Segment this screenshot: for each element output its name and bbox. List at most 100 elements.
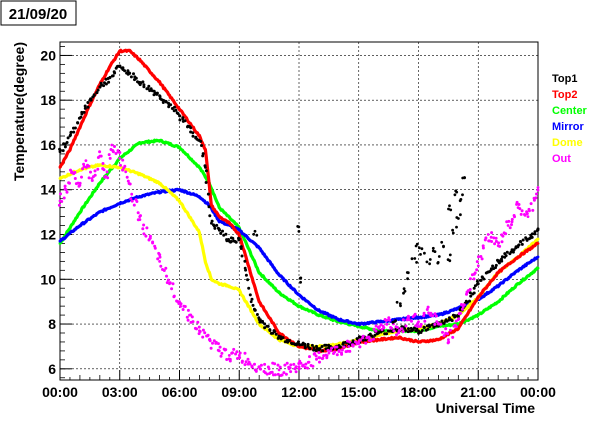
series-center <box>58 138 540 334</box>
data-point <box>130 192 134 196</box>
cluster-point <box>457 217 460 220</box>
data-point <box>496 244 500 248</box>
data-point <box>277 336 281 339</box>
data-point <box>217 215 221 219</box>
data-point <box>58 239 62 243</box>
cluster-point <box>410 257 414 261</box>
cluster-top1 <box>252 176 466 324</box>
cluster-point <box>415 261 418 264</box>
data-point <box>277 291 281 295</box>
data-point <box>312 348 316 352</box>
data-point <box>263 322 267 326</box>
data-point <box>297 304 301 308</box>
data-point <box>78 116 82 120</box>
cluster-point <box>402 291 405 295</box>
data-point <box>99 81 103 85</box>
data-point <box>486 233 490 236</box>
data-point <box>321 356 325 360</box>
data-point <box>238 356 242 360</box>
data-point <box>121 158 125 162</box>
data-point <box>451 335 455 339</box>
data-point <box>297 367 301 371</box>
data-point <box>396 326 399 329</box>
data-point <box>208 338 211 342</box>
data-point <box>247 360 251 364</box>
data-point <box>196 320 200 324</box>
data-point <box>266 324 270 328</box>
data-point <box>93 173 97 177</box>
y-tick-label: 10 <box>40 271 56 287</box>
data-point <box>431 314 435 318</box>
data-point <box>250 297 254 301</box>
data-point <box>385 332 389 336</box>
data-point <box>118 49 122 53</box>
data-point <box>422 314 426 318</box>
data-point <box>158 139 162 142</box>
data-point <box>510 217 514 221</box>
data-point <box>397 336 400 339</box>
data-point <box>289 363 293 367</box>
data-point <box>232 347 236 351</box>
cluster-point <box>252 232 256 236</box>
data-point <box>466 289 470 292</box>
data-point <box>255 313 259 316</box>
data-point <box>454 319 458 323</box>
data-point <box>76 121 80 125</box>
data-point <box>307 360 311 364</box>
cluster-point <box>454 189 458 193</box>
data-point <box>128 71 132 75</box>
data-point <box>181 117 185 121</box>
cluster-point <box>425 260 429 264</box>
data-point <box>516 244 520 248</box>
data-point <box>521 238 525 242</box>
data-point <box>64 188 68 192</box>
data-point <box>277 273 281 277</box>
data-point <box>489 235 493 239</box>
data-point <box>318 360 321 364</box>
cluster-point <box>461 176 465 180</box>
data-point <box>243 266 247 270</box>
data-point <box>415 327 419 331</box>
data-point <box>166 278 170 282</box>
data-point <box>238 351 242 355</box>
data-point <box>178 118 182 122</box>
data-point <box>414 324 418 328</box>
data-point <box>501 234 505 238</box>
data-point <box>164 266 168 270</box>
data-point <box>207 205 211 209</box>
data-point <box>225 358 229 361</box>
data-point <box>280 373 284 377</box>
data-point <box>320 345 324 348</box>
data-point <box>439 322 443 326</box>
cluster-point <box>448 204 451 208</box>
legend-entry-top1: Top1 <box>552 73 577 85</box>
data-point <box>372 337 375 341</box>
data-point <box>496 260 500 263</box>
data-point <box>511 250 515 254</box>
data-point <box>510 220 514 224</box>
cluster-point <box>449 208 453 212</box>
data-point <box>377 320 381 324</box>
data-point <box>494 263 498 267</box>
data-point <box>215 223 219 227</box>
data-point <box>533 230 537 234</box>
data-point <box>410 319 413 323</box>
data-point <box>87 176 91 180</box>
data-point <box>297 365 301 368</box>
data-point <box>446 332 450 336</box>
data-point <box>183 305 187 308</box>
data-point <box>201 152 205 156</box>
data-point <box>198 195 201 198</box>
data-point <box>313 352 317 355</box>
data-point <box>246 357 250 361</box>
data-point <box>385 322 389 326</box>
data-point <box>333 350 337 354</box>
data-point <box>213 226 217 230</box>
data-point <box>178 145 181 149</box>
data-point <box>119 163 122 167</box>
data-point <box>317 347 321 351</box>
data-point <box>468 291 472 295</box>
data-point <box>317 351 321 355</box>
data-point <box>480 275 484 279</box>
data-point <box>361 336 365 340</box>
